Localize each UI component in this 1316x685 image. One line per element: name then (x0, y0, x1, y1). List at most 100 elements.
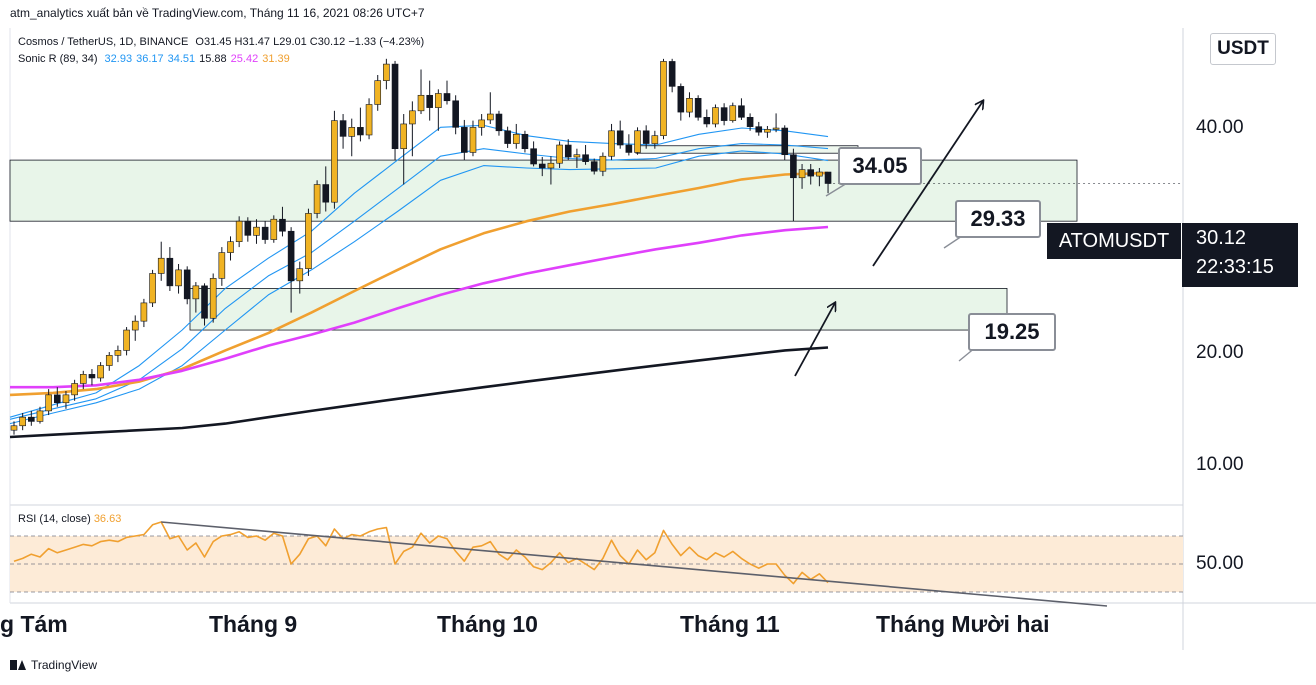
candle-body (651, 135, 659, 144)
candle-body (417, 94, 425, 112)
candle (616, 120, 624, 149)
candle-body (88, 374, 96, 379)
y-tick-label: 40.00 (1196, 117, 1244, 138)
candle-body (807, 169, 815, 177)
candle (469, 120, 477, 157)
candle (339, 114, 347, 149)
candle-body (357, 127, 364, 136)
rsi-trendline (161, 521, 1108, 607)
candle-body (374, 80, 382, 105)
candle (772, 113, 780, 133)
candle-body (634, 130, 641, 153)
candle-body (131, 320, 139, 331)
indicator-name: Sonic R (89, 34) (18, 53, 98, 65)
candle-body (616, 130, 624, 146)
candle-body (738, 105, 745, 118)
y-tick-label: 10.00 (1196, 454, 1244, 475)
candle (244, 217, 252, 242)
candle-body (149, 273, 156, 304)
annotations (794, 101, 983, 377)
y-tick-label: 20.00 (1196, 342, 1244, 363)
candle-body (253, 226, 260, 236)
candle (764, 125, 771, 138)
candles (10, 58, 1183, 435)
candle (105, 352, 113, 371)
footer[interactable]: TradingView (10, 658, 97, 672)
candle-body (28, 416, 35, 422)
candle-body (183, 269, 191, 300)
sonic-r-lines (9, 124, 829, 439)
candle-body (755, 126, 763, 133)
candle-body (322, 184, 330, 203)
candle (348, 118, 356, 157)
candle (790, 148, 797, 222)
candle-body (720, 107, 728, 121)
candle-body (365, 104, 373, 136)
candle-body (123, 329, 130, 351)
price-callout: 34.05 (838, 147, 922, 185)
rsi-value: 36.63 (93, 513, 122, 525)
rsi-line (13, 521, 829, 585)
candle-body (686, 98, 693, 113)
candle-body (816, 171, 823, 177)
candle-body (469, 127, 477, 153)
candle (590, 158, 598, 175)
candle (599, 152, 607, 177)
candle (608, 123, 615, 161)
candle-body (435, 93, 442, 108)
candle (461, 119, 468, 161)
candle-body (443, 93, 451, 102)
candle-body (712, 107, 719, 125)
candle-body (461, 127, 468, 153)
candle-body (729, 105, 737, 121)
candle-body (71, 383, 78, 396)
ema-line (9, 346, 829, 439)
candle (634, 127, 641, 155)
candle (36, 406, 44, 424)
currency-selector[interactable]: USDT (1210, 33, 1276, 65)
candle (651, 130, 659, 149)
candle-body (642, 130, 650, 144)
indicator-value: 25.42 (230, 53, 259, 65)
x-tick-label: Tháng 9 (209, 611, 298, 637)
candle (495, 110, 503, 136)
support-zone (635, 145, 859, 154)
candle-body (36, 410, 44, 422)
candle (305, 208, 312, 276)
candle (504, 126, 511, 148)
candle (192, 282, 200, 313)
candle-body (625, 144, 633, 153)
candle-body (201, 285, 208, 319)
last-price: 30.12 (1196, 227, 1247, 249)
candle-body (798, 169, 806, 179)
candle (123, 327, 130, 356)
candle (10, 421, 18, 435)
indicator-legend-row: Sonic R (89, 34) 32.93 36.17 34.51 15.88 25.… (18, 51, 424, 68)
candle-body (62, 394, 70, 404)
candle-body (157, 257, 165, 274)
candle-body (668, 61, 676, 87)
candle-body (400, 123, 408, 150)
candle (452, 95, 459, 135)
candle (331, 110, 338, 209)
candle (798, 164, 806, 189)
candle-body (45, 394, 52, 412)
candle-body (339, 120, 347, 137)
candle-body (521, 133, 529, 150)
candle (738, 98, 745, 120)
candle-body (79, 374, 87, 384)
candle (357, 107, 364, 142)
price-callout: 19.25 (968, 313, 1056, 351)
candle (443, 80, 451, 105)
candle-body (608, 130, 615, 157)
candle (140, 298, 148, 328)
candle-body (790, 154, 797, 179)
candle-body (105, 355, 113, 366)
candle (383, 58, 390, 90)
candle (19, 412, 26, 431)
candle (582, 145, 589, 165)
candle-body (486, 113, 494, 121)
candle-body (504, 130, 511, 144)
footer-brand: TradingView (31, 658, 98, 672)
